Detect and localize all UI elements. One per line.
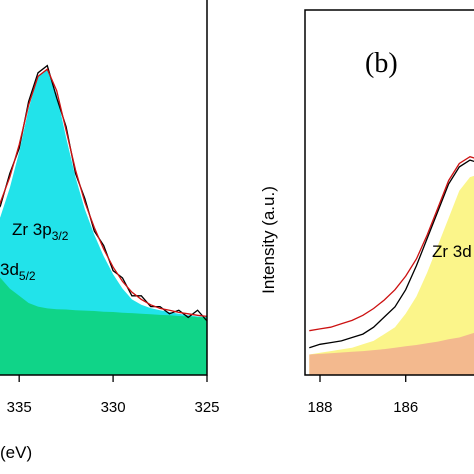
component-area [0,277,207,375]
annotation: Zr 3p3/2 [12,220,69,243]
plot-area [0,64,207,375]
curve [0,64,207,322]
component-area [0,69,207,375]
y-axis-label: Intensity (a.u.) [259,186,278,294]
annotation-sub: 3/2 [52,229,69,243]
annotation: 3d5/2 [0,260,36,283]
x-tick-label: 186 [393,399,418,416]
curve [309,159,474,349]
axes-frame [304,9,474,376]
annotation: Zr 3d [432,242,472,261]
x-tick-label: 325 [194,399,219,416]
plot-area [309,155,474,375]
component-area [309,175,474,375]
x-axis-label: (eV) [0,443,32,462]
annotation-text: 3d [0,260,19,279]
x-tick-label: 330 [101,399,126,416]
x-tick-label: 188 [307,399,332,416]
annotation-text: Zr 3p [12,220,52,239]
x-tick-label: 335 [7,399,32,416]
panel-tag: (b) [365,48,398,79]
component-area [309,332,474,375]
curve [309,155,474,332]
axes-frame [0,0,208,376]
curve [0,68,207,318]
annotation-sub: 5/2 [19,269,36,283]
annotation-text: Zr 3d [432,242,472,261]
